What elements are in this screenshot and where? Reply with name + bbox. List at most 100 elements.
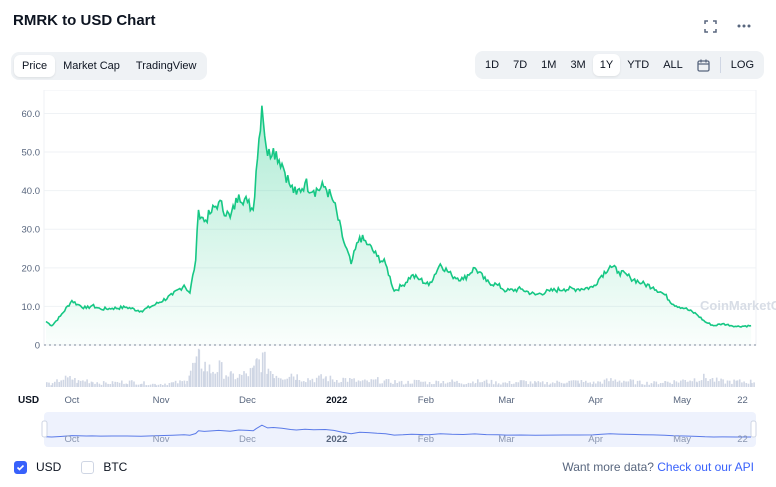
api-link[interactable]: Check out our API (657, 460, 754, 474)
volume-bar (508, 381, 511, 387)
volume-bar (655, 381, 658, 387)
volume-bar (682, 379, 684, 387)
tab-price[interactable]: Price (14, 55, 56, 77)
volume-bar (116, 382, 119, 387)
volume-bar (51, 383, 54, 387)
volume-bar (98, 383, 101, 387)
volume-bar (715, 377, 718, 387)
volume-bar (527, 384, 530, 387)
more-options-icon[interactable] (734, 16, 754, 36)
volume-bar (400, 380, 403, 387)
volume-bar (572, 380, 575, 387)
volume-bar (183, 380, 186, 387)
volume-bar (137, 384, 140, 387)
navigator-left-handle[interactable] (41, 420, 48, 438)
volume-bar (172, 382, 175, 387)
volume-bar (241, 374, 243, 387)
y-unit-label: USD (18, 395, 39, 406)
volume-bar (318, 375, 320, 387)
volume-bar (54, 381, 56, 387)
volume-bar (444, 383, 447, 387)
range-3m[interactable]: 3M (570, 59, 586, 71)
volume-bar (474, 383, 477, 387)
range-1m[interactable]: 1M (541, 59, 557, 71)
range-1d[interactable]: 1D (485, 59, 500, 71)
volume-bar (634, 384, 637, 387)
volume-bar (534, 381, 536, 387)
volume-bar (79, 380, 82, 387)
volume-bar (154, 383, 156, 387)
volume-bar (671, 384, 673, 387)
price-area (46, 105, 752, 345)
volume-bar (440, 383, 442, 387)
volume-bar (336, 380, 338, 387)
volume-bar (188, 375, 191, 387)
x-tick-label: Apr (588, 395, 603, 406)
volume-bar (551, 382, 554, 387)
volume-bar (351, 378, 353, 387)
volume-bar (691, 381, 694, 387)
volume-bar (361, 380, 364, 387)
range-all[interactable]: ALL (663, 59, 683, 71)
volume-bar (648, 384, 650, 387)
volume-bar (157, 384, 160, 387)
volume-bar (338, 382, 340, 387)
volume-bar (260, 372, 263, 387)
x-axis-labels: Oct Nov Dec 2022 Feb Mar Apr May 22 (65, 395, 748, 406)
volume-bar (689, 380, 691, 387)
volume-bar (307, 378, 309, 387)
volume-bar (479, 382, 481, 387)
volume-bar (69, 376, 71, 387)
price-line (45, 105, 752, 328)
usd-checkbox[interactable]: USD (14, 460, 61, 474)
volume-bar (181, 381, 183, 387)
y-tick-label: 30.0 (22, 225, 41, 236)
y-tick-label: 0 (35, 341, 40, 352)
fullscreen-icon[interactable] (700, 16, 720, 36)
api-prefix: Want more data? (562, 460, 654, 474)
volume-bar (519, 380, 522, 387)
volume-bar (164, 383, 166, 387)
volume-bar (253, 365, 255, 387)
volume-bar (392, 383, 394, 387)
volume-bar (558, 381, 561, 387)
volume-bar (433, 384, 435, 387)
volume-bar (234, 379, 237, 387)
volume-bar (56, 379, 58, 387)
volume-bar (372, 379, 375, 387)
volume-bar (520, 380, 523, 387)
navigator-tick-label: Oct (65, 434, 80, 445)
volume-bar (745, 383, 748, 387)
navigator-labels: Oct Nov Dec 2022 Feb Mar Apr May 22 (65, 434, 748, 445)
navigator-right-handle[interactable] (750, 420, 757, 438)
calendar-icon[interactable] (690, 54, 717, 76)
volume-bar (238, 374, 241, 387)
volume-bar (664, 381, 667, 387)
volume-bar (166, 385, 168, 387)
log-toggle[interactable]: LOG (730, 59, 754, 71)
volume-bar (100, 384, 103, 387)
volume-bar (726, 380, 729, 387)
tab-market-cap[interactable]: Market Cap (63, 60, 120, 72)
volume-bar (422, 381, 424, 387)
volume-bar (667, 381, 669, 387)
range-ytd[interactable]: YTD (627, 59, 650, 71)
range-1y[interactable]: 1Y (592, 54, 621, 76)
volume-bar (214, 373, 216, 387)
volume-bar (387, 379, 390, 387)
tab-tradingview[interactable]: TradingView (135, 60, 197, 72)
volume-bar (218, 360, 221, 387)
volume-bar (580, 380, 583, 387)
y-tick-label: 60.0 (22, 109, 41, 120)
y-tick-label: 50.0 (22, 148, 41, 159)
volume-bar (245, 373, 247, 387)
checkbox-checked-icon (14, 460, 27, 474)
navigator[interactable] (44, 412, 756, 447)
volume-bar (449, 382, 451, 387)
volume-bar (322, 378, 325, 387)
x-tick-label: 22 (737, 395, 748, 406)
volume-bar (644, 384, 646, 387)
range-7d[interactable]: 7D (513, 59, 528, 71)
btc-checkbox[interactable]: BTC (81, 460, 127, 474)
volume-bar (195, 356, 198, 387)
